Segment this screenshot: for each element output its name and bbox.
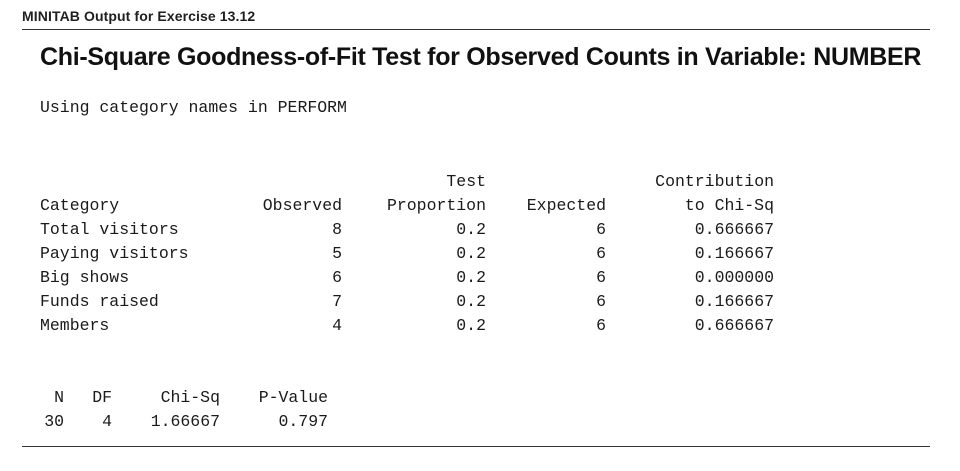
cell-contribution: 0.666667: [694, 316, 774, 335]
summary-header-df: DF: [92, 388, 112, 407]
summary-value-n: 30: [44, 412, 64, 431]
cell-observed: 4: [332, 316, 342, 335]
cell-contribution: 0.666667: [694, 220, 774, 239]
header-row-top: Test Contribution: [40, 170, 774, 194]
top-rule: [22, 29, 930, 30]
subtitle: Using category names in PERFORM: [40, 98, 347, 117]
cell-observed: 5: [332, 244, 342, 263]
table-row: Total visitors 8 0.2 6 0.666667: [40, 218, 774, 242]
cell-proportion: 0.2: [456, 244, 486, 263]
cell-observed: 6: [332, 268, 342, 287]
table-row: Paying visitors 5 0.2 6 0.166667: [40, 242, 774, 266]
header-expected-top: [486, 170, 606, 194]
header-category: Category: [40, 196, 120, 215]
summary-header-row: N DF Chi-Sq P-Value: [40, 386, 328, 410]
cell-contribution: 0.166667: [694, 292, 774, 311]
table-row: Members 4 0.2 6 0.666667: [40, 314, 774, 338]
cell-contribution: 0.000000: [694, 268, 774, 287]
header-contribution: to Chi-Sq: [684, 196, 774, 215]
header-row-bottom: Category Observed Proportion Expected to…: [40, 194, 774, 218]
cell-observed: 8: [332, 220, 342, 239]
cell-expected: 6: [596, 292, 606, 311]
cell-observed: 7: [332, 292, 342, 311]
cell-expected: 6: [596, 220, 606, 239]
cell-proportion: 0.2: [456, 292, 486, 311]
summary-table: N DF Chi-Sq P-Value 30 4 1.66667 0.797: [40, 386, 328, 434]
cell-proportion: 0.2: [456, 268, 486, 287]
cell-expected: 6: [596, 244, 606, 263]
cell-category: Paying visitors: [40, 244, 189, 263]
cell-category: Big shows: [40, 268, 130, 287]
header-observed-top: [240, 170, 342, 194]
cell-proportion: 0.2: [456, 220, 486, 239]
header-expected: Expected: [526, 196, 606, 215]
header-contribution-top: Contribution: [655, 172, 774, 191]
summary-header-n: N: [54, 388, 64, 407]
summary-value-row: 30 4 1.66667 0.797: [40, 410, 328, 434]
summary-value-df: 4: [102, 412, 112, 431]
summary-value-chisq: 1.66667: [150, 412, 220, 431]
summary-header-pvalue: P-Value: [258, 388, 328, 407]
cell-proportion: 0.2: [456, 316, 486, 335]
header-proportion: Proportion: [386, 196, 486, 215]
header-proportion-top: Test: [446, 172, 486, 191]
results-table: Test Contribution Category Observed Prop…: [40, 170, 774, 338]
page-title: Chi-Square Goodness-of-Fit Test for Obse…: [40, 43, 922, 71]
summary-header-chisq: Chi-Sq: [160, 388, 220, 407]
cell-category: Total visitors: [40, 220, 179, 239]
cell-expected: 6: [596, 268, 606, 287]
header-category-top: [40, 170, 240, 194]
figure-caption: MINITAB Output for Exercise 13.12: [22, 8, 256, 24]
cell-contribution: 0.166667: [694, 244, 774, 263]
bottom-rule: [22, 446, 930, 447]
cell-category: Members: [40, 316, 110, 335]
header-observed: Observed: [262, 196, 342, 215]
table-row: Big shows 6 0.2 6 0.000000: [40, 266, 774, 290]
table-row: Funds raised 7 0.2 6 0.166667: [40, 290, 774, 314]
summary-value-pvalue: 0.797: [278, 412, 328, 431]
cell-category: Funds raised: [40, 292, 159, 311]
cell-expected: 6: [596, 316, 606, 335]
